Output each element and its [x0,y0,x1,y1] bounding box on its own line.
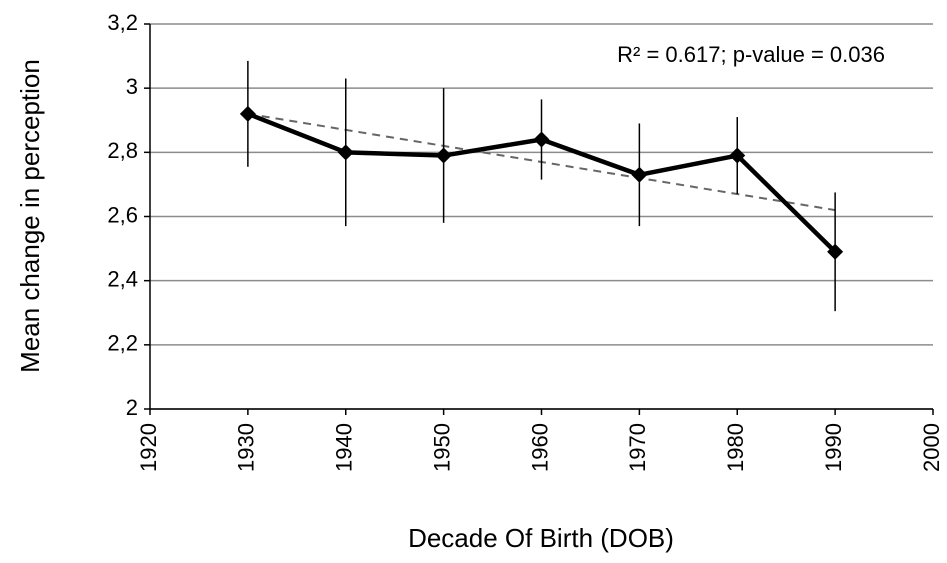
x-tick-label: 1920 [136,423,161,472]
data-point [827,243,844,260]
data-point [533,131,550,148]
x-tick-label: 1980 [723,423,748,472]
y-tick-label: 2,2 [107,331,138,356]
x-tick-label: 1960 [527,423,552,472]
y-tick-label: 2,4 [107,266,138,291]
x-tick-label: 1940 [332,423,357,472]
x-axis-title: Decade Of Birth (DOB) [408,523,674,553]
y-tick-label: 2,8 [107,138,138,163]
x-tick-label: 1930 [234,423,259,472]
x-tick-label: 1970 [625,423,650,472]
x-tick-label: 1990 [821,423,846,472]
x-tick-label: 2000 [919,423,944,472]
y-tick-label: 2,6 [107,202,138,227]
data-point [239,105,256,122]
y-tick-label: 3 [126,74,138,99]
y-tick-label: 2 [126,395,138,420]
data-point [631,166,648,183]
y-tick-label: 3,2 [107,10,138,35]
y-axis-title: Mean change in perception [15,59,45,373]
annotation: R² = 0.617; p-value = 0.036 [617,42,885,67]
x-tick-label: 1950 [429,423,454,472]
data-point [435,147,452,164]
data-point [729,147,746,164]
data-point [337,144,354,161]
